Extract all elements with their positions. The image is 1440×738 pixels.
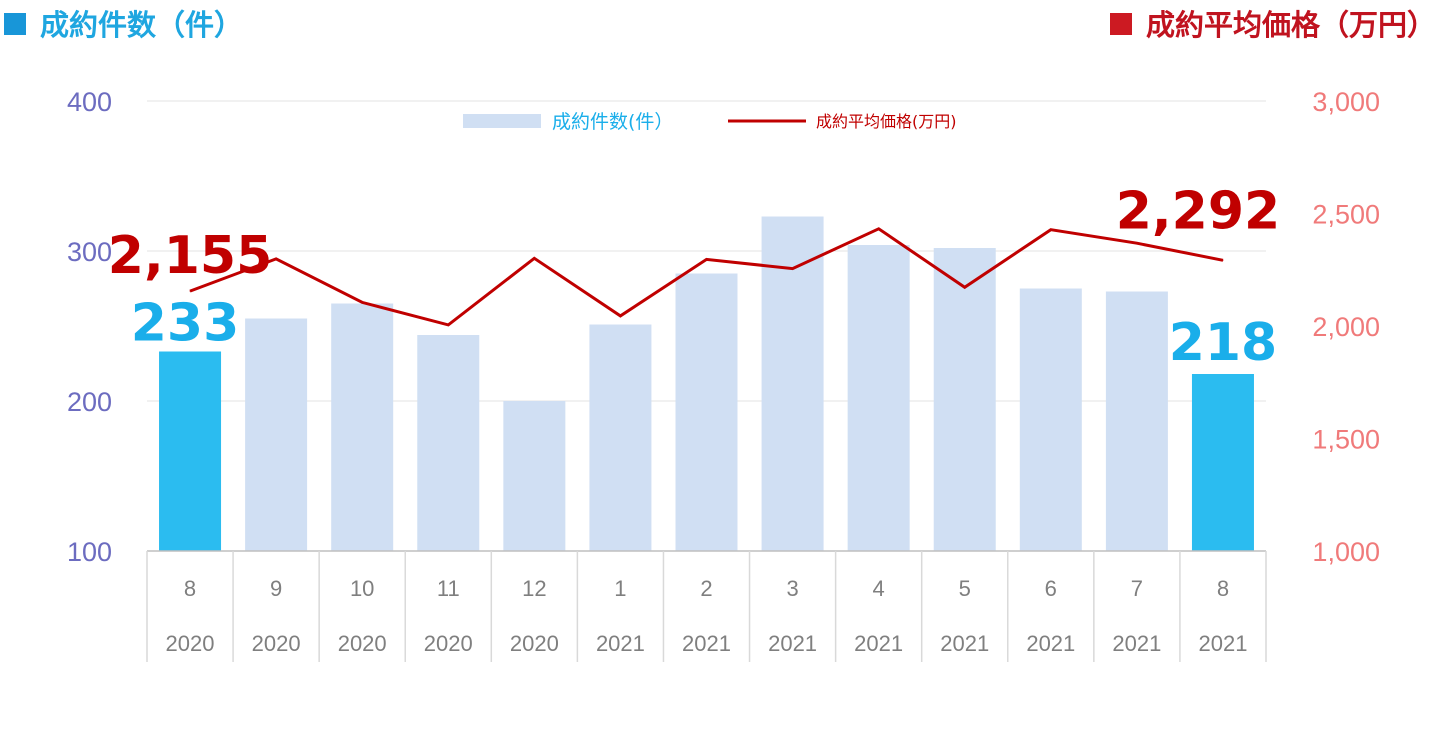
bar-2020-9: [245, 318, 308, 551]
bar-series: [159, 216, 1254, 551]
price-point-2020-12: [533, 257, 535, 259]
right-tick-label: 1,500: [1312, 425, 1380, 455]
year-label: 2020: [424, 631, 473, 656]
year-label: 2021: [854, 631, 903, 656]
month-label: 1: [614, 576, 626, 601]
left-tick-label: 100: [67, 537, 112, 567]
annotations: 2,155 2,292 233 218: [108, 181, 1280, 373]
month-label: 8: [1217, 576, 1229, 601]
right-tick-label: 2,000: [1312, 312, 1380, 342]
month-label: 11: [437, 576, 460, 601]
year-label: 2021: [596, 631, 645, 656]
month-label: 7: [1131, 576, 1143, 601]
right-tick-label: 1,000: [1312, 537, 1380, 567]
price-point-2021-5: [964, 286, 966, 288]
bar-2021-1: [589, 324, 652, 551]
line-series: [189, 227, 1224, 327]
right-axis-title-text: 成約平均価格（万円）: [1145, 8, 1436, 42]
bar-2020-10: [331, 303, 394, 551]
year-label: 2021: [682, 631, 731, 656]
left-tick-label: 200: [67, 387, 112, 417]
red-square-icon: [1109, 13, 1132, 35]
left-tick-label: 300: [67, 237, 112, 267]
price-point-2021-2: [706, 258, 707, 260]
left-axis-title: 成約件数（件）: [4, 2, 243, 44]
right-axis-ticks: 1,000 1,500 2,000 2,500 3,000: [1312, 87, 1380, 567]
month-label: 8: [184, 576, 196, 601]
price-point-2020-10: [361, 301, 363, 303]
year-label: 2020: [252, 631, 301, 656]
year-label: 2020: [338, 631, 387, 656]
month-label: 3: [786, 576, 798, 601]
bar-2021-2: [675, 273, 738, 551]
price-point-2020-11: [447, 324, 449, 326]
bar-2020-8: [159, 351, 222, 551]
month-label: 6: [1045, 576, 1057, 601]
left-tick-label: 400: [67, 87, 112, 117]
month-label: 9: [270, 576, 282, 601]
bar-2021-5: [933, 248, 996, 551]
price-point-2021-1: [619, 315, 621, 317]
start-count-label: 233: [131, 294, 240, 354]
year-label: 2021: [1026, 631, 1075, 656]
left-axis-ticks: 100 200 300 400: [67, 87, 112, 567]
price-point-2020-8: [189, 290, 191, 292]
right-tick-label: 2,500: [1312, 200, 1380, 230]
month-label: 10: [350, 576, 374, 601]
end-price-label: 2,292: [1116, 181, 1280, 241]
right-tick-label: 3,000: [1312, 87, 1380, 117]
start-price-label: 2,155: [108, 226, 272, 286]
price-point-2020-9: [275, 258, 277, 260]
legend: 成約件数(件） 成約平均価格(万円): [463, 111, 957, 133]
month-label: 5: [959, 576, 971, 601]
bar-2020-11: [417, 335, 480, 551]
year-label: 2021: [940, 631, 989, 656]
price-point-2021-4: [878, 228, 880, 230]
bar-2020-12: [503, 401, 566, 551]
price-point-2021-3: [792, 268, 794, 270]
year-label: 2021: [1198, 631, 1247, 656]
bar-2021-7: [1105, 291, 1168, 551]
month-label: 12: [522, 576, 546, 601]
month-label: 2: [700, 576, 712, 601]
bar-2021-8: [1191, 374, 1254, 551]
blue-square-icon: [4, 13, 26, 35]
right-axis-title: 成約平均価格（万円）: [1109, 2, 1436, 44]
legend-line-label: 成約平均価格(万円): [816, 112, 957, 131]
month-label: 4: [873, 576, 885, 601]
year-label: 2020: [510, 631, 559, 656]
year-label: 2020: [166, 631, 215, 656]
category-axis: 8 2020 9 2020 10 2020 11 2020 12 2020 1 2021 2 2021 3 2…: [146, 551, 1267, 662]
legend-bar-label: 成約件数(件）: [552, 111, 673, 133]
price-point-2021-8: [1222, 259, 1224, 261]
left-axis-title-text: 成約件数（件）: [40, 8, 244, 42]
bar-2021-6: [1019, 288, 1082, 551]
price-point-2021-7: [1136, 242, 1138, 244]
price-point-2021-6: [1050, 229, 1052, 231]
bar-2021-4: [847, 245, 910, 551]
end-count-label: 218: [1169, 313, 1278, 373]
bar-2021-3: [761, 216, 824, 551]
year-label: 2021: [768, 631, 817, 656]
legend-bar-swatch: [463, 114, 541, 128]
year-label: 2021: [1112, 631, 1161, 656]
